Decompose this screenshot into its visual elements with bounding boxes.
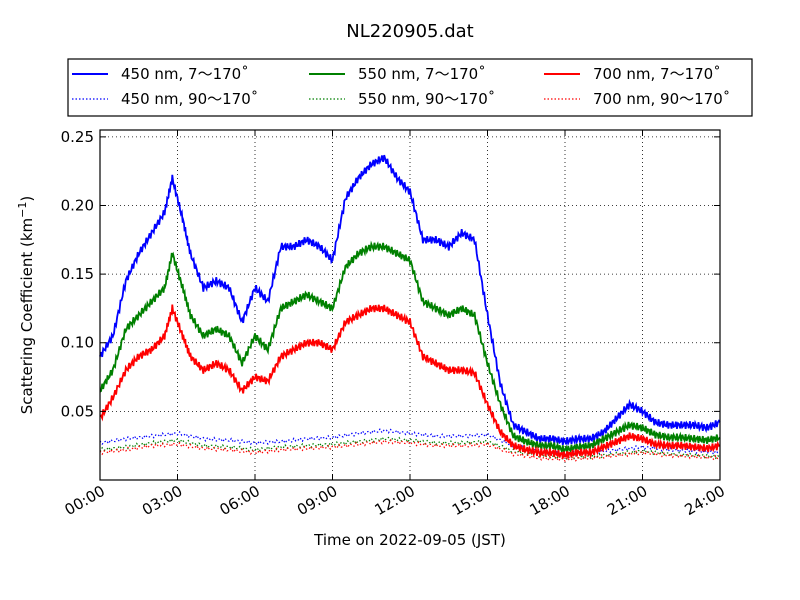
x-axis-label: Time on 2022-09-05 (JST) <box>313 531 506 549</box>
ticks: 00:00 03:00 06:00 09:00 12:00 15:00 18:00 21:00… <box>61 128 728 519</box>
y-axis-label-main: Scattering Coefficient (km <box>18 218 36 414</box>
legend-label: 700 nm, 7～170˚ <box>593 65 721 83</box>
series-line <box>99 154 721 447</box>
chart-title: NL220905.dat <box>346 21 473 42</box>
legend-box <box>67 58 753 117</box>
y-tick-label: 0.15 <box>61 265 94 283</box>
series-line <box>99 428 721 457</box>
x-tick-label: 09:00 <box>294 482 340 519</box>
y-tick-label: 0.25 <box>61 128 94 146</box>
legend-label: 550 nm, 7～170˚ <box>358 65 486 83</box>
series-line <box>99 304 721 459</box>
x-tick-label: 06:00 <box>217 482 263 519</box>
grid <box>100 130 720 480</box>
x-tick-label: 21:00 <box>604 482 650 519</box>
series-line <box>99 436 721 461</box>
legend-label: 450 nm, 90～170˚ <box>121 90 258 108</box>
series-layer <box>99 154 721 463</box>
x-tick-label: 15:00 <box>449 482 495 519</box>
y-axis-label: Scattering Coefficient (km−1) <box>16 196 37 415</box>
x-tick-label: 03:00 <box>139 482 185 519</box>
x-tick-label: 00:00 <box>62 482 108 519</box>
y-tick-label: 0.20 <box>61 196 94 214</box>
y-tick-label: 0.10 <box>61 334 94 352</box>
legend: 450 nm, 7～170˚ 450 nm, 90～170˚ 550 nm, 7～1… <box>67 58 753 117</box>
y-axis-label-close: ) <box>18 196 36 202</box>
x-tick-label: 12:00 <box>372 482 418 519</box>
x-tick-label: 18:00 <box>527 482 573 519</box>
legend-label: 700 nm, 90～170˚ <box>593 90 730 108</box>
series-line <box>99 240 721 455</box>
x-tick-label: 24:00 <box>682 482 728 519</box>
y-tick-label: 0.05 <box>61 402 94 420</box>
legend-label: 550 nm, 90～170˚ <box>358 90 495 108</box>
legend-label: 450 nm, 7～170˚ <box>121 65 249 83</box>
y-axis-label-exponent: −1 <box>16 202 29 218</box>
